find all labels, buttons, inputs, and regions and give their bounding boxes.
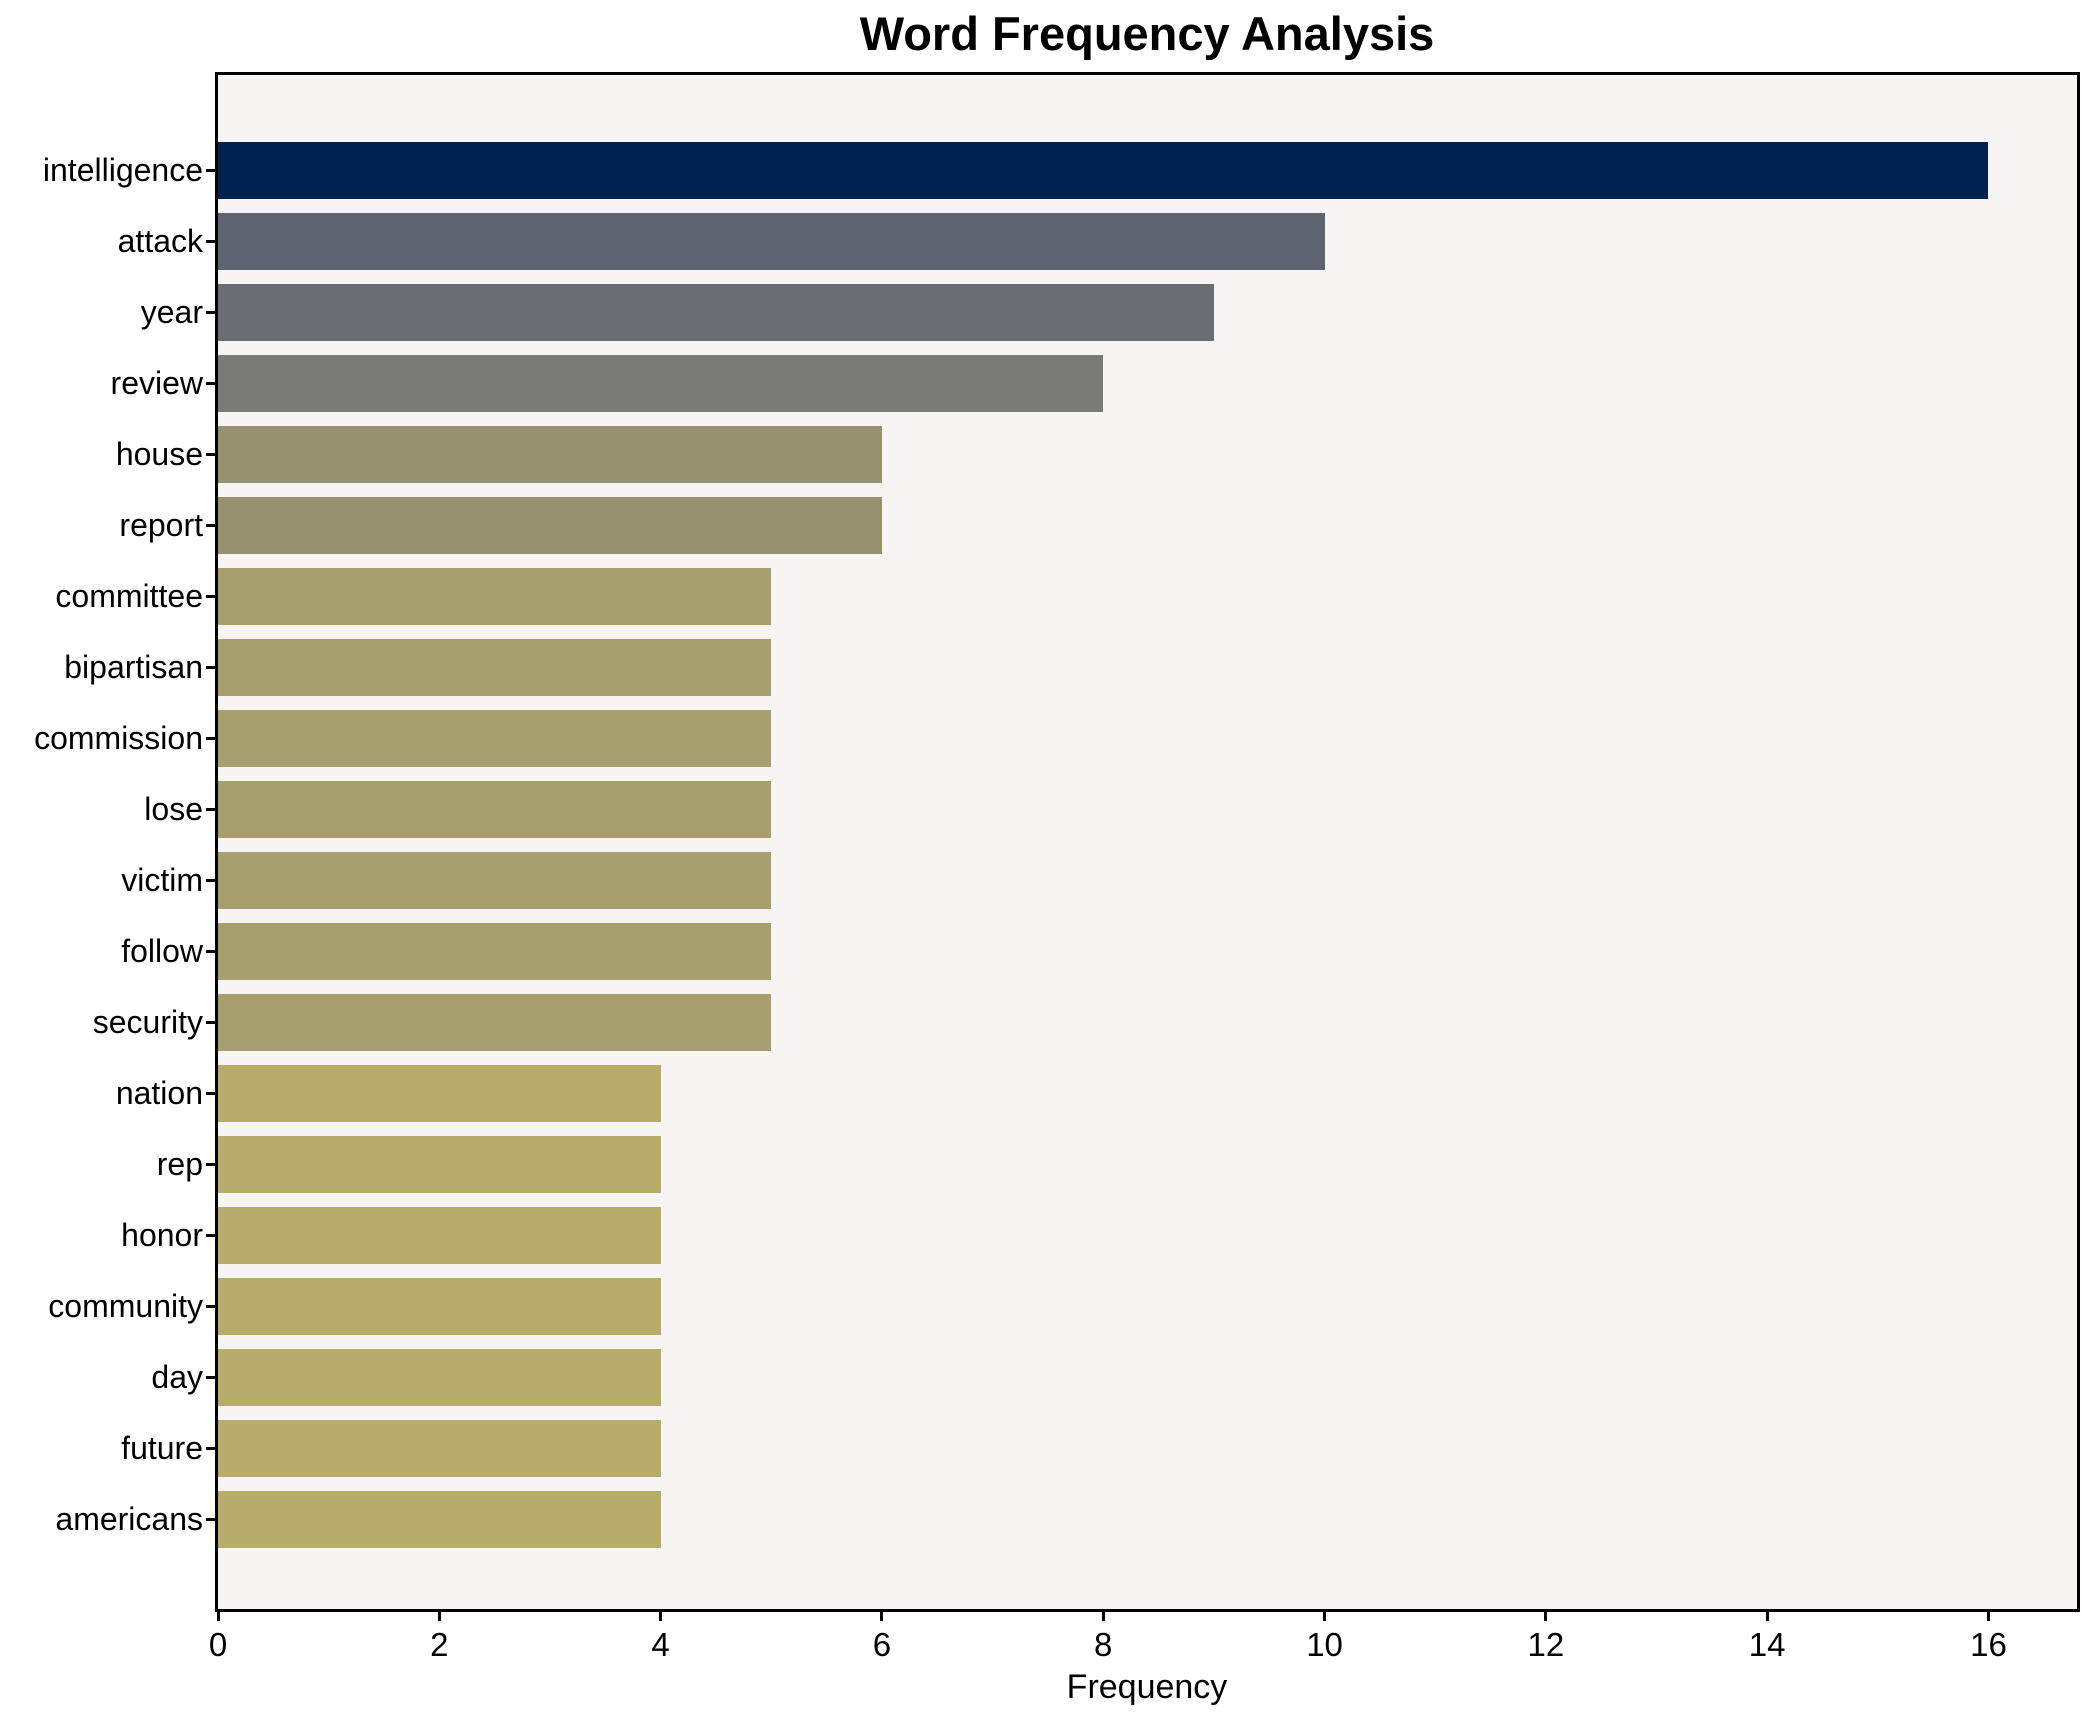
y-tick-mark xyxy=(206,382,215,385)
x-tick-mark xyxy=(437,1612,441,1621)
x-tick-label-4: 4 xyxy=(651,1626,670,1663)
bar-commission xyxy=(218,709,772,767)
bar-house xyxy=(218,425,882,483)
y-tick-label-future: future xyxy=(121,1430,203,1466)
y-tick-mark xyxy=(206,666,215,669)
bar-lose xyxy=(218,780,772,838)
plot-area xyxy=(215,72,2080,1612)
y-tick-label-committee: committee xyxy=(55,578,203,614)
x-tick-mark xyxy=(659,1612,663,1621)
x-tick-label-10: 10 xyxy=(1306,1626,1343,1663)
y-tick-mark xyxy=(206,1305,215,1308)
y-tick-label-bipartisan: bipartisan xyxy=(64,649,203,685)
y-tick-label-review: review xyxy=(110,365,203,401)
y-tick-mark xyxy=(206,1163,215,1166)
y-tick-label-lose: lose xyxy=(144,791,203,827)
y-tick-label-day: day xyxy=(151,1359,203,1395)
bar-day xyxy=(218,1348,661,1406)
y-tick-label-intelligence: intelligence xyxy=(42,152,203,188)
x-tick-mark xyxy=(1986,1612,1990,1621)
y-tick-mark xyxy=(206,879,215,882)
y-tick-label-honor: honor xyxy=(121,1217,203,1253)
bar-victim xyxy=(218,851,772,909)
x-tick-mark xyxy=(1101,1612,1105,1621)
y-tick-label-report: report xyxy=(119,507,203,543)
y-tick-mark xyxy=(206,524,215,527)
y-tick-mark xyxy=(206,595,215,598)
y-tick-mark xyxy=(206,453,215,456)
y-tick-label-security: security xyxy=(92,1004,203,1040)
y-tick-label-commission: commission xyxy=(34,720,203,756)
bar-future xyxy=(218,1419,661,1477)
x-tick-label-0: 0 xyxy=(208,1626,228,1663)
x-tick-label-14: 14 xyxy=(1748,1626,1786,1663)
y-tick-label-community: community xyxy=(48,1288,203,1324)
y-tick-label-victim: victim xyxy=(121,862,203,898)
y-tick-mark xyxy=(206,1518,215,1521)
y-tick-mark xyxy=(206,240,215,243)
bar-rep xyxy=(218,1135,661,1193)
y-tick-label-follow: follow xyxy=(121,933,203,969)
y-tick-mark xyxy=(206,311,215,314)
x-tick-mark xyxy=(1323,1612,1327,1621)
x-tick-label-16: 16 xyxy=(1970,1626,2007,1663)
bar-community xyxy=(218,1277,661,1335)
bar-report xyxy=(218,496,882,554)
bar-honor xyxy=(218,1206,661,1264)
y-tick-mark xyxy=(206,1234,215,1237)
chart-title: Word Frequency Analysis xyxy=(859,7,1435,60)
y-tick-mark xyxy=(206,1447,215,1450)
y-tick-mark xyxy=(206,808,215,811)
y-tick-label-house: house xyxy=(115,436,203,472)
bar-attack xyxy=(218,212,1325,270)
bar-security xyxy=(218,993,772,1051)
x-tick-label-6: 6 xyxy=(872,1626,892,1663)
y-tick-mark xyxy=(206,950,215,953)
y-tick-label-attack: attack xyxy=(117,223,203,259)
bar-bipartisan xyxy=(218,638,772,696)
x-tick-label-8: 8 xyxy=(1094,1626,1113,1663)
x-tick-mark xyxy=(1765,1612,1769,1621)
bar-americans xyxy=(218,1490,661,1548)
y-tick-label-americans: americans xyxy=(55,1501,203,1537)
y-tick-mark xyxy=(206,737,215,740)
x-tick-label-2: 2 xyxy=(430,1626,449,1663)
y-tick-mark xyxy=(206,1376,215,1379)
x-tick-mark xyxy=(216,1612,220,1621)
y-tick-mark xyxy=(206,1092,215,1095)
x-axis-label: Frequency xyxy=(1066,1668,1228,1706)
y-tick-mark xyxy=(206,169,215,172)
bar-nation xyxy=(218,1064,661,1122)
bar-committee xyxy=(218,567,772,625)
bar-year xyxy=(218,283,1214,341)
y-tick-label-rep: rep xyxy=(156,1146,203,1182)
bar-review xyxy=(218,354,1104,412)
bar-intelligence xyxy=(218,141,1989,199)
x-tick-label-12: 12 xyxy=(1527,1626,1565,1663)
x-tick-mark xyxy=(1544,1612,1548,1621)
y-tick-mark xyxy=(206,1021,215,1024)
x-tick-mark xyxy=(880,1612,884,1621)
bar-follow xyxy=(218,922,772,980)
y-tick-label-nation: nation xyxy=(115,1075,203,1111)
y-tick-label-year: year xyxy=(140,294,203,330)
